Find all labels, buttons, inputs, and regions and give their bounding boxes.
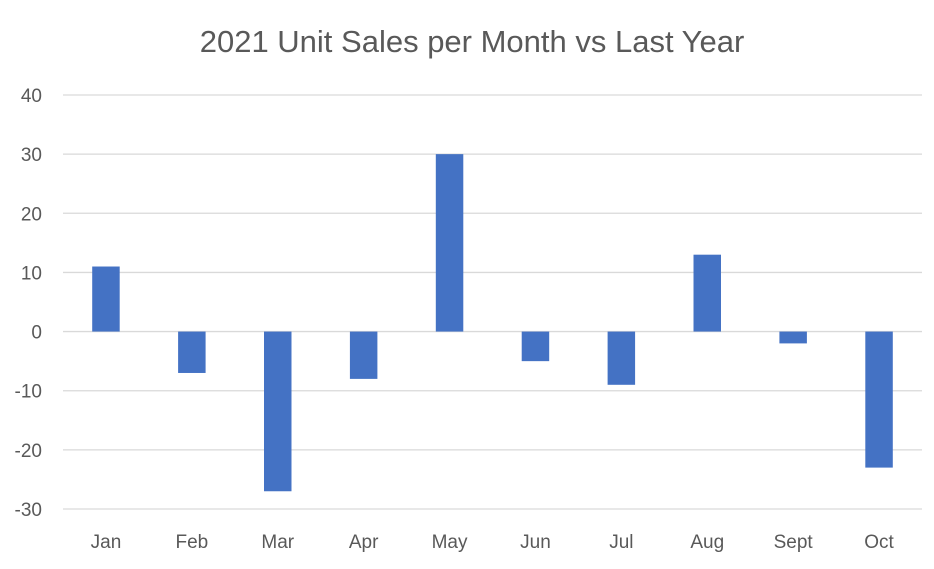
x-tick-label: Aug	[690, 532, 724, 553]
x-axis-ticks: Jan Feb Mar Apr May Jun Jul Aug Sept Oct	[91, 532, 895, 553]
bar-may	[435, 154, 464, 332]
bar-mar	[264, 331, 292, 492]
bar-jan	[92, 266, 120, 332]
x-tick-label: Jun	[520, 532, 551, 553]
y-tick-label: -10	[15, 382, 42, 403]
y-tick-label: 10	[21, 263, 42, 284]
y-tick-label: 20	[21, 204, 42, 225]
gridlines	[63, 94, 922, 510]
bar-aug	[693, 254, 721, 332]
bar-jun	[521, 331, 550, 362]
bars	[92, 154, 893, 492]
y-tick-label: -30	[15, 500, 42, 521]
x-tick-label: Sept	[774, 532, 814, 553]
bar-feb	[178, 331, 206, 373]
y-tick-label: 30	[21, 145, 42, 166]
x-tick-label: Jul	[609, 532, 633, 553]
x-tick-label: Jan	[91, 532, 122, 553]
y-tick-label: 40	[21, 86, 42, 107]
y-tick-label: -20	[15, 441, 42, 462]
x-tick-label: Feb	[175, 532, 208, 553]
x-tick-label: Oct	[864, 532, 894, 553]
bar-sept	[779, 331, 807, 344]
y-tick-label: 0	[31, 323, 42, 344]
bar-jul	[607, 331, 636, 385]
x-tick-label: Apr	[349, 532, 379, 553]
chart-title: 2021 Unit Sales per Month vs Last Year	[200, 24, 745, 59]
x-tick-label: Mar	[261, 532, 294, 553]
x-tick-label: May	[432, 532, 468, 553]
bar-apr	[349, 331, 378, 379]
bar-oct	[865, 331, 893, 468]
y-axis-ticks: 40 30 20 10 0 -10 -20 -30	[15, 86, 42, 521]
